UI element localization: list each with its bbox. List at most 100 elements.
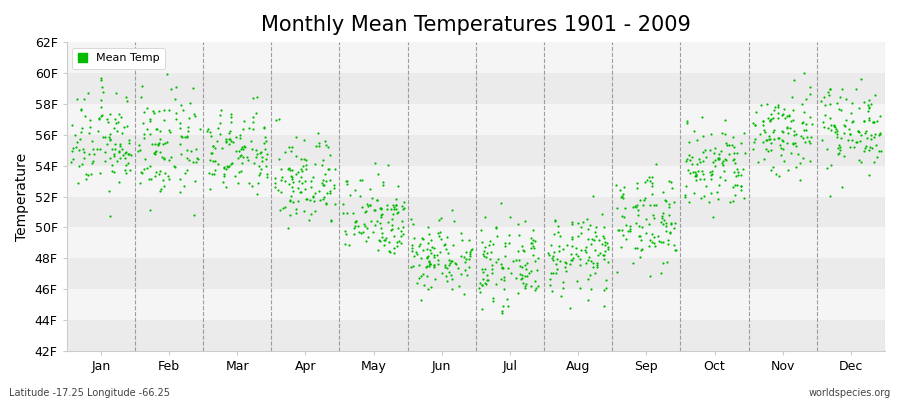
Point xyxy=(364,202,378,208)
Point xyxy=(549,270,563,276)
Point xyxy=(642,173,656,180)
Point xyxy=(662,212,676,218)
Point xyxy=(148,173,162,179)
Point xyxy=(590,264,604,270)
Point xyxy=(715,130,729,136)
Point xyxy=(693,159,707,166)
Point xyxy=(698,146,712,153)
Point xyxy=(284,148,299,154)
Point xyxy=(474,266,489,272)
Point xyxy=(462,256,476,262)
Point xyxy=(621,228,635,234)
Point xyxy=(477,253,491,260)
Point xyxy=(285,176,300,182)
Point xyxy=(164,86,178,92)
Point xyxy=(424,284,438,290)
Point xyxy=(548,218,562,224)
Point xyxy=(98,134,112,140)
Point xyxy=(180,147,194,153)
Point xyxy=(211,124,225,131)
Point xyxy=(832,94,847,101)
Point xyxy=(428,262,442,268)
Point xyxy=(647,215,662,222)
Point xyxy=(761,133,776,139)
Point xyxy=(100,119,114,125)
Point xyxy=(157,117,171,124)
Point xyxy=(371,170,385,177)
Point xyxy=(205,143,220,149)
Point xyxy=(597,235,611,241)
Point xyxy=(781,113,796,120)
Point xyxy=(223,119,238,126)
Point xyxy=(298,196,312,202)
Point xyxy=(235,144,249,150)
Bar xyxy=(67,196,885,228)
Point xyxy=(454,252,468,259)
Point xyxy=(306,174,320,181)
Point xyxy=(688,173,702,180)
Point xyxy=(806,121,820,128)
Point xyxy=(679,183,693,190)
Point xyxy=(319,200,333,206)
Point xyxy=(422,231,436,237)
Point xyxy=(767,106,781,113)
Point xyxy=(843,144,858,151)
Point xyxy=(805,134,819,141)
Point xyxy=(208,145,222,151)
Point xyxy=(772,134,787,141)
Point xyxy=(865,144,879,151)
Point xyxy=(719,156,733,163)
Point xyxy=(583,286,598,292)
Bar xyxy=(67,73,885,104)
Point xyxy=(119,149,133,156)
Point xyxy=(526,227,540,233)
Point xyxy=(857,118,871,124)
Point xyxy=(761,114,776,121)
Point xyxy=(98,148,112,155)
Point xyxy=(162,176,176,182)
Point xyxy=(147,150,161,156)
Point xyxy=(286,187,301,194)
Point xyxy=(323,190,338,196)
Point xyxy=(828,129,842,136)
Point xyxy=(177,183,192,190)
Point xyxy=(66,156,80,162)
Point xyxy=(176,107,190,114)
Point xyxy=(493,261,508,267)
Point xyxy=(374,206,389,212)
Point xyxy=(422,258,436,264)
Point xyxy=(786,141,800,148)
Point xyxy=(791,151,806,157)
Bar xyxy=(67,166,885,196)
Point xyxy=(65,122,79,128)
Point xyxy=(396,199,410,205)
Point xyxy=(134,168,148,175)
Point xyxy=(211,160,225,167)
Point xyxy=(93,146,107,152)
Point xyxy=(274,166,288,173)
Point xyxy=(796,109,811,116)
Point xyxy=(794,133,808,139)
Point xyxy=(112,149,126,155)
Point xyxy=(637,179,652,185)
Point xyxy=(734,186,748,193)
Text: worldspecies.org: worldspecies.org xyxy=(809,388,891,398)
Point xyxy=(423,247,437,254)
Point xyxy=(793,177,807,184)
Point xyxy=(94,112,109,118)
Point xyxy=(789,131,804,138)
Point xyxy=(390,210,404,216)
Point xyxy=(685,160,699,167)
Point xyxy=(136,120,150,126)
Point xyxy=(373,220,387,226)
Point xyxy=(588,270,602,276)
Point xyxy=(727,150,742,156)
Point xyxy=(291,185,305,191)
Point xyxy=(191,156,205,162)
Point xyxy=(119,170,133,176)
Point xyxy=(526,237,540,243)
Point xyxy=(515,264,529,270)
Point xyxy=(391,182,405,189)
Point xyxy=(322,152,337,158)
Point xyxy=(610,205,625,211)
